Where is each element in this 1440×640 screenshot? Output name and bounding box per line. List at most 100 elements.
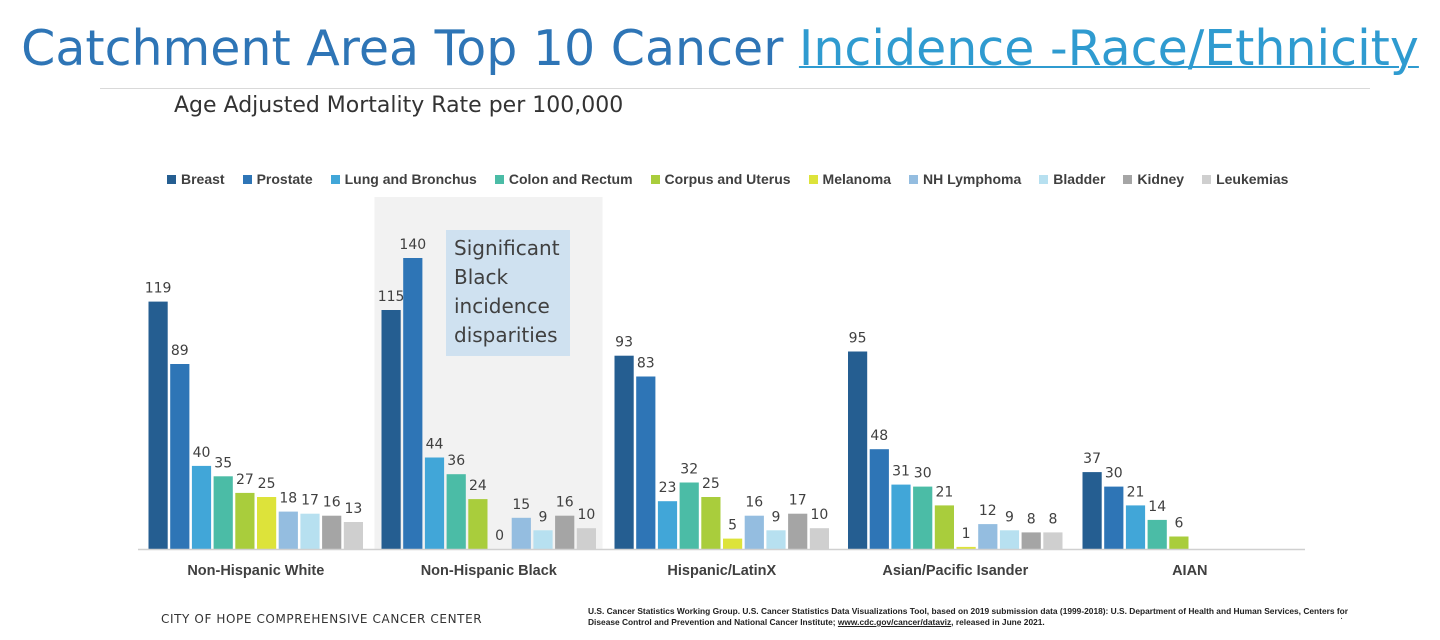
data-label: 44 xyxy=(426,437,444,453)
legend-item-nh-lymphoma: NH Lymphoma xyxy=(909,171,1021,187)
data-label: 119 xyxy=(145,281,172,297)
data-label: 12 xyxy=(979,503,997,519)
bar xyxy=(1043,532,1063,549)
data-label: 25 xyxy=(702,476,720,492)
bar xyxy=(1104,486,1124,549)
data-label: 9 xyxy=(1005,509,1014,525)
legend-label: Bladder xyxy=(1053,171,1106,187)
title-link[interactable]: Incidence -Race/Ethnicity xyxy=(798,20,1419,77)
data-label: 31 xyxy=(892,464,910,480)
bar xyxy=(978,524,998,549)
legend-swatch xyxy=(330,174,340,184)
category-label: AIAN xyxy=(1172,563,1207,579)
source-citation: U.S. Cancer Statistics Working Group. U.… xyxy=(588,606,1348,628)
cutoff-text: / . . / xyxy=(380,0,580,6)
bar xyxy=(1125,505,1146,550)
legend-label: Breast xyxy=(181,171,225,187)
data-label: 6 xyxy=(1174,516,1183,532)
bar xyxy=(788,513,808,549)
citation-text: U.S. Cancer Statistics Working Group. U.… xyxy=(588,606,1349,627)
bar xyxy=(424,457,445,549)
legend-item-corpus-and-uterus: Corpus and Uterus xyxy=(650,171,791,187)
legend-item-leukemias: Leukemias xyxy=(1202,171,1288,187)
data-label: 48 xyxy=(870,428,888,444)
disparity-annotation: Significant Black incidence disparities xyxy=(446,230,570,356)
bar xyxy=(999,530,1020,549)
legend-label: Corpus and Uterus xyxy=(664,171,791,187)
page-marker: : xyxy=(1340,610,1344,622)
page-title: Catchment Area Top 10 Cancer Incidence -… xyxy=(0,20,1440,77)
citation-tail: , released in June 2021. xyxy=(951,617,1045,627)
chart-legend: Breast Prostate Lung and Bronchus Colon and… xyxy=(167,171,1288,187)
data-label: 24 xyxy=(469,478,487,494)
category-label: Asian/Pacific Isander xyxy=(882,563,1028,579)
data-label: 1 xyxy=(962,526,971,542)
data-label: 16 xyxy=(556,495,574,511)
bar xyxy=(381,310,401,549)
bar xyxy=(257,497,277,549)
chart-subtitle: Age Adjusted Mortality Rate per 100,000 xyxy=(174,93,624,118)
bar xyxy=(891,484,911,549)
bar xyxy=(636,376,656,549)
legend-swatch xyxy=(909,174,918,184)
citation-link[interactable]: www.cdc.gov/cancer/dataviz xyxy=(837,617,952,627)
bar xyxy=(934,505,954,550)
legend-label: Colon and Rectum xyxy=(508,171,633,187)
legend-swatch xyxy=(1123,174,1133,184)
legend-label: NH Lymphoma xyxy=(923,171,1022,187)
data-label: 9 xyxy=(772,509,781,525)
data-label: 21 xyxy=(1127,484,1145,500)
data-label: 40 xyxy=(193,445,211,461)
bar xyxy=(1021,532,1041,549)
bar xyxy=(343,522,363,549)
bar xyxy=(1147,519,1167,549)
data-label: 83 xyxy=(637,356,655,372)
data-label: 115 xyxy=(378,289,405,305)
data-label: 30 xyxy=(914,466,932,482)
legend-item-colon-and-rectum: Colon and Rectum xyxy=(494,171,633,187)
data-label: 18 xyxy=(279,491,297,507)
category-label: Non-Hispanic Black xyxy=(421,563,558,579)
legend-label: Lung and Bronchus xyxy=(344,171,477,187)
legend-label: Kidney xyxy=(1137,171,1185,187)
bar xyxy=(446,474,466,549)
bar xyxy=(657,501,678,549)
data-label: 89 xyxy=(171,343,189,359)
bar xyxy=(679,482,699,549)
legend-item-breast: Breast xyxy=(167,171,225,187)
bar xyxy=(468,499,488,549)
data-label: 37 xyxy=(1083,451,1101,467)
category-label: Non-Hispanic White xyxy=(187,563,324,579)
bar xyxy=(913,486,933,549)
data-label: 5 xyxy=(728,518,737,534)
data-label: 17 xyxy=(301,493,319,509)
legend-swatch xyxy=(808,174,818,184)
bar xyxy=(809,528,829,549)
bar xyxy=(511,517,531,549)
data-label: 32 xyxy=(680,462,698,478)
data-label: 8 xyxy=(1048,511,1057,527)
bar xyxy=(191,465,212,549)
legend-swatch xyxy=(1202,174,1212,184)
legend-swatch xyxy=(650,174,660,184)
bar xyxy=(300,513,320,549)
data-label: 13 xyxy=(344,501,362,517)
bar xyxy=(235,492,255,549)
bar xyxy=(576,528,596,549)
legend-swatch xyxy=(1039,174,1049,184)
bar xyxy=(322,515,342,549)
bar xyxy=(278,511,298,549)
data-label: 140 xyxy=(399,237,426,253)
data-label: 23 xyxy=(659,480,677,496)
legend-label: Leukemias xyxy=(1216,171,1289,187)
bar xyxy=(848,351,868,549)
bar xyxy=(213,476,233,550)
bar xyxy=(533,530,553,549)
legend-label: Prostate xyxy=(256,171,313,187)
data-label: 16 xyxy=(745,495,763,511)
data-label: 17 xyxy=(789,493,807,509)
data-label: 35 xyxy=(214,455,232,471)
footer-org-name: CITY OF HOPE COMPREHENSIVE CANCER CENTER xyxy=(161,612,483,626)
bar xyxy=(148,301,168,549)
data-label: 10 xyxy=(810,507,828,523)
